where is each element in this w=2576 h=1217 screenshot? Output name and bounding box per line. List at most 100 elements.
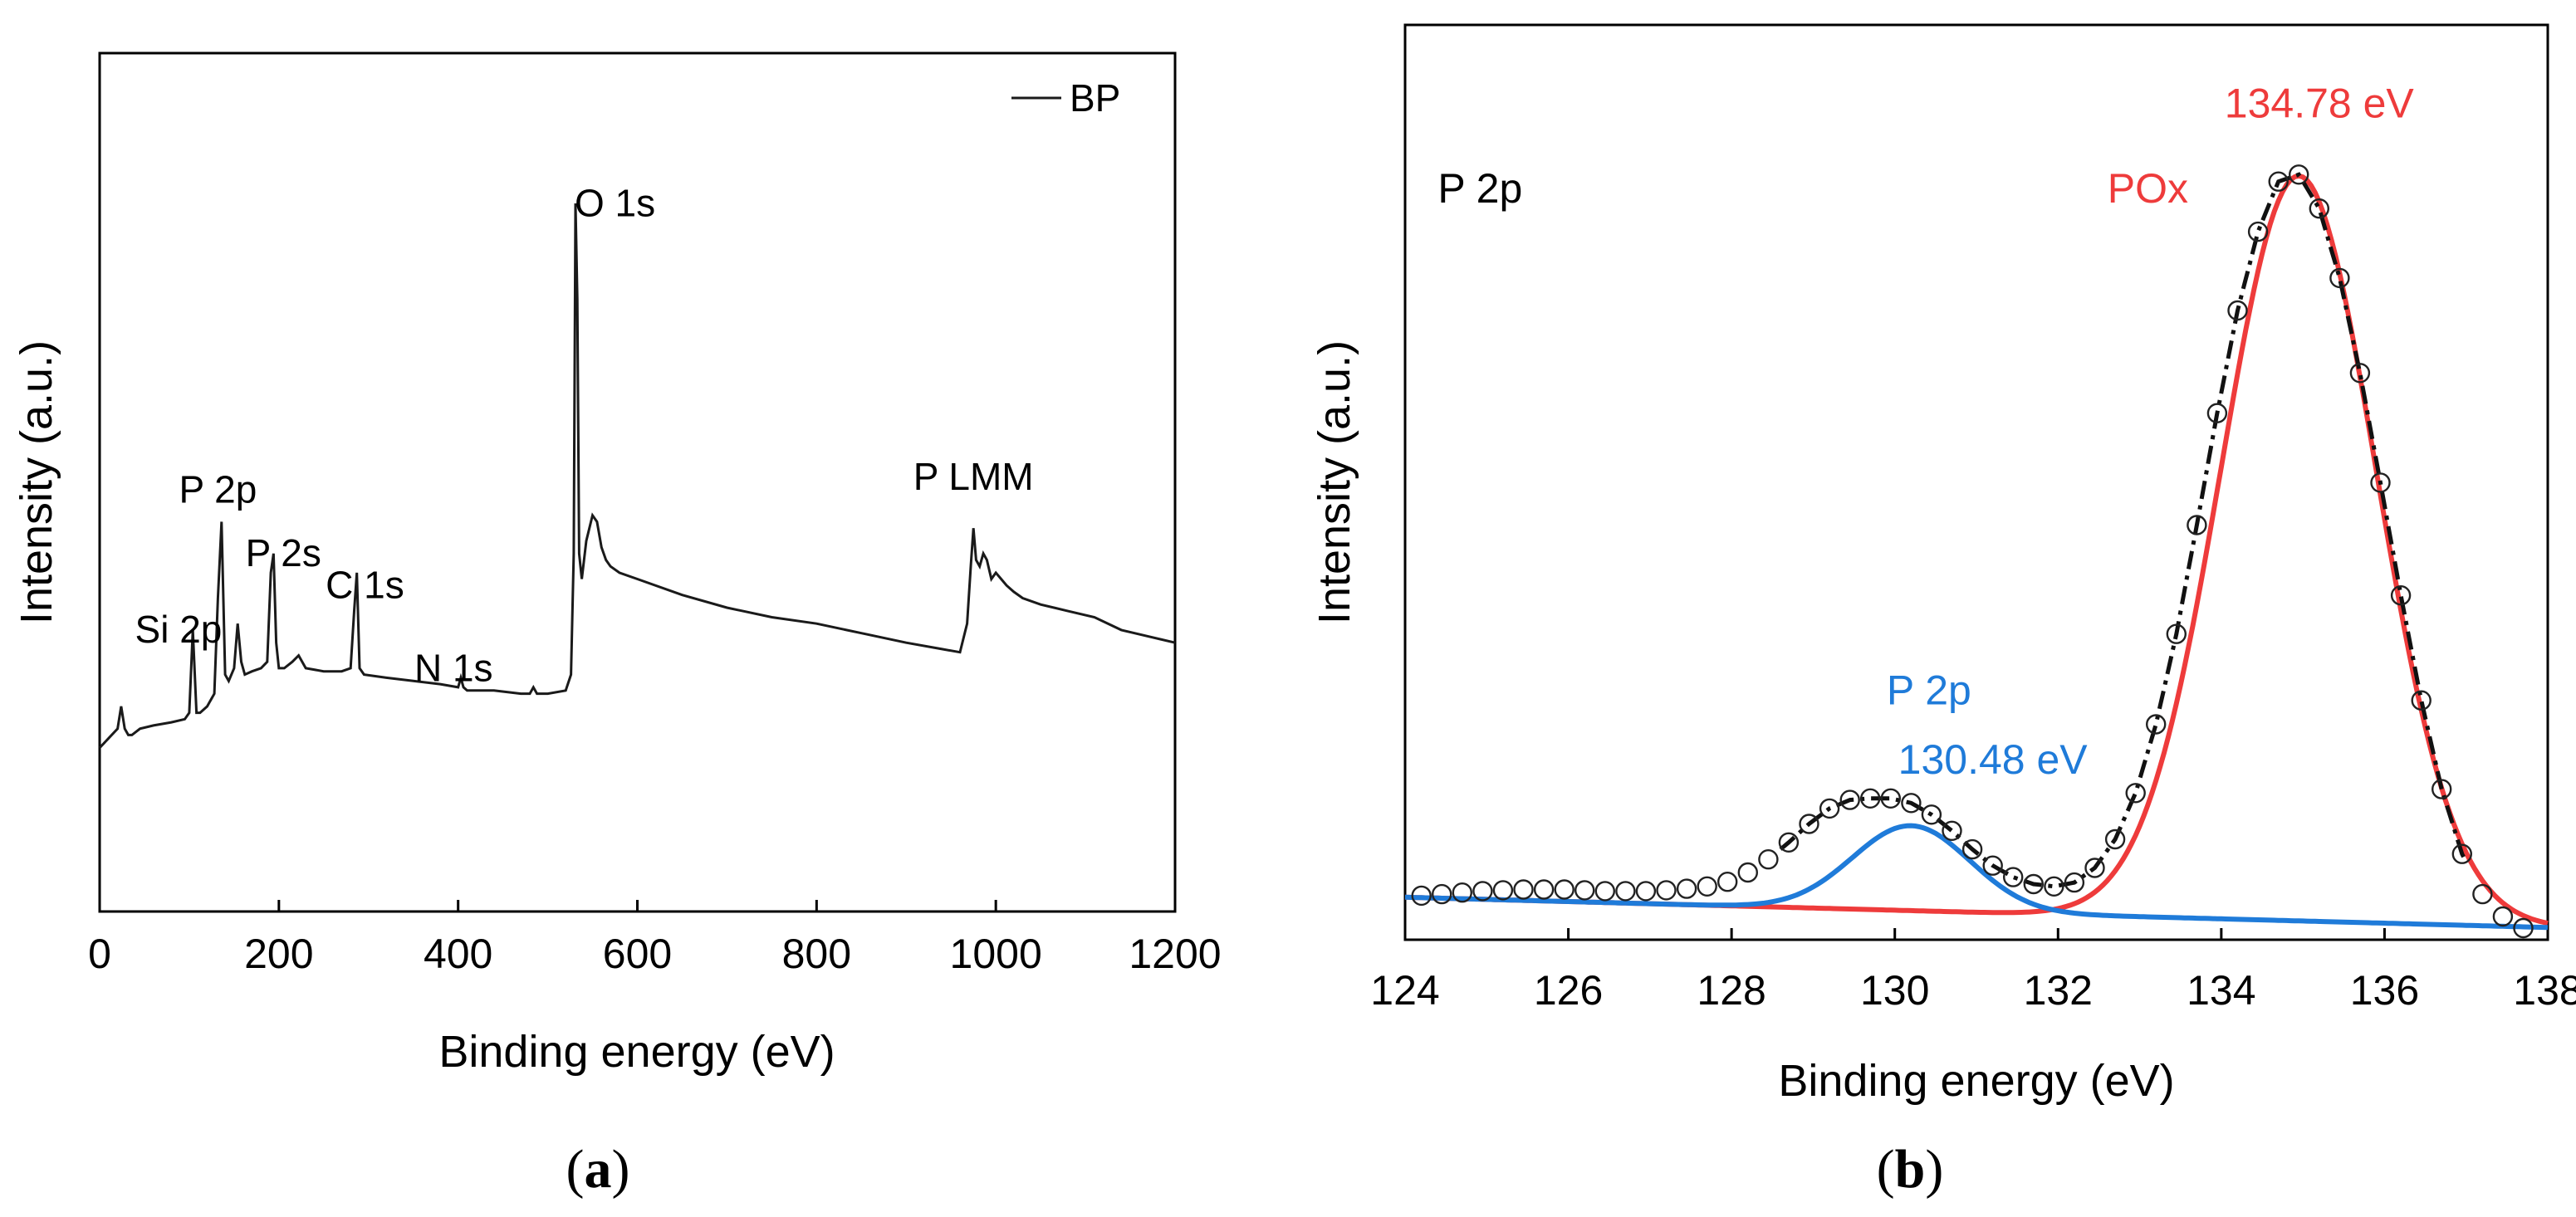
x-tick-label-a: 200 — [244, 931, 313, 977]
data-point — [2431, 779, 2452, 799]
data-point — [2492, 906, 2514, 927]
chart-panel-a: 0 200 400 600 800 1000 1200 BP Si 2p P 2p P 2sC … — [12, 51, 1222, 1200]
data-point — [1574, 880, 1595, 901]
data-point — [2084, 858, 2105, 878]
data-point — [1717, 871, 1738, 892]
plot-frame-b — [1403, 23, 2549, 941]
data-point — [1737, 862, 1759, 883]
experimental-points — [1411, 164, 2534, 939]
x-tick-label-b: 126 — [1534, 967, 1603, 1014]
data-point — [1635, 881, 1657, 902]
data-point — [1859, 788, 1881, 809]
annotation-o-1s: O 1s — [575, 181, 655, 224]
data-point — [1472, 881, 1493, 902]
data-point — [1942, 820, 1962, 841]
bp-spectrum-line — [98, 203, 1176, 749]
data-point — [1819, 798, 1840, 819]
data-point — [2247, 221, 2269, 242]
peak-annotations-a: Si 2p P 2p P 2sC 1sN 1s O 1s P LMM — [135, 181, 1034, 689]
x-tick-label-a: 0 — [88, 931, 111, 977]
data-point — [2104, 828, 2126, 850]
annotation-130-48-ev: 130.48 eV — [1898, 736, 2089, 783]
panel-a-letter: a — [585, 1139, 612, 1200]
annotation-n-1s: N 1s — [414, 646, 493, 689]
annotation-p-2p: P 2p — [179, 467, 257, 511]
data-point — [1615, 881, 1636, 902]
data-point — [2513, 917, 2534, 939]
data-point — [2187, 515, 2207, 535]
legend-a: BP — [1011, 76, 1120, 120]
x-tick-label-b: 138 — [2513, 967, 2576, 1014]
x-tick-label-a: 1000 — [950, 931, 1042, 977]
x-tick-label-b: 132 — [2024, 967, 2093, 1014]
data-point — [1554, 879, 1574, 900]
data-point — [1533, 879, 1555, 900]
data-point — [2145, 714, 2167, 735]
data-point — [1697, 876, 1717, 897]
annotation-p-2p: P 2p — [1437, 165, 1522, 212]
data-point — [2370, 472, 2391, 493]
data-point — [2411, 690, 2432, 711]
data-point — [1799, 814, 1819, 834]
data-point — [2390, 585, 2412, 606]
data-point — [1778, 832, 1800, 853]
data-point — [1961, 838, 1983, 860]
data-point — [1839, 789, 1860, 810]
panel-a-close-paren: ) — [612, 1139, 630, 1200]
panel-a-open-paren: ( — [566, 1139, 585, 1200]
annotation-p-2s: P 2s — [246, 531, 321, 574]
x-axis-label-a: Binding energy (eV) — [438, 1027, 835, 1077]
annotation-c-1s: C 1s — [326, 564, 404, 607]
data-point — [1921, 804, 1942, 825]
pox-fit-curve — [1404, 173, 2549, 926]
data-point — [2044, 876, 2064, 897]
data-point — [1901, 793, 1922, 814]
data-point — [1656, 880, 1677, 901]
data-point — [2166, 623, 2187, 644]
annotation-p-lmm: P LMM — [913, 455, 1034, 498]
x-tick-label-b: 136 — [2350, 967, 2419, 1014]
data-point — [2451, 843, 2473, 864]
data-point — [1513, 879, 1534, 900]
annotation-134-78-ev: 134.78 eV — [2225, 81, 2415, 127]
annotation-si-2p: Si 2p — [135, 608, 223, 651]
panel-b-letter: b — [1895, 1139, 1926, 1200]
data-point — [2472, 883, 2493, 905]
annotation-p-2p: P 2p — [1887, 667, 1971, 713]
data-point — [2125, 783, 2146, 804]
data-point — [2288, 164, 2309, 185]
x-tick-label-b: 128 — [1697, 967, 1765, 1014]
data-point — [1411, 885, 1432, 907]
data-point — [1676, 878, 1697, 899]
data-point — [1982, 855, 2003, 876]
legend-label-bp: BP — [1070, 76, 1120, 120]
x-axis-ticks-b: 124 126 128 130 132 134 136 138 — [1370, 928, 2576, 1014]
x-axis-label-b: Binding energy (eV) — [1778, 1056, 2174, 1106]
x-tick-label-a: 1200 — [1129, 931, 1221, 977]
panel-b-open-paren: ( — [1877, 1139, 1895, 1200]
data-point — [2309, 198, 2330, 219]
panel-label-a: (a) — [566, 1139, 630, 1200]
x-tick-label-b: 130 — [1860, 967, 1929, 1014]
x-axis-ticks-a: 0 200 400 600 800 1000 1200 — [88, 900, 1222, 977]
x-tick-label-a: 600 — [603, 931, 672, 977]
p2p-fit-curve — [1404, 823, 2549, 931]
data-point — [1880, 788, 1902, 809]
peak-annotations-b: P 2p 134.78 eV POx P 2p 130.48 eV — [1437, 81, 2414, 784]
x-tick-label-b: 124 — [1370, 967, 1439, 1014]
panel-b-close-paren: ) — [1925, 1139, 1943, 1200]
data-point — [1452, 882, 1473, 903]
data-point — [2268, 171, 2289, 192]
data-point — [2349, 363, 2371, 384]
data-point — [1431, 883, 1452, 905]
panel-label-b: (b) — [1877, 1139, 1944, 1200]
y-axis-label-a: Intensity (a.u.) — [12, 340, 61, 624]
data-point — [2023, 873, 2045, 895]
x-tick-label-a: 800 — [782, 931, 851, 977]
data-point — [1492, 880, 1514, 901]
chart-panel-b: 124 126 128 130 132 134 136 138 P 2p 134.78 eV PO… — [1310, 23, 2576, 1200]
data-point — [2329, 267, 2350, 289]
data-point — [2002, 867, 2024, 887]
data-point — [2064, 872, 2085, 893]
